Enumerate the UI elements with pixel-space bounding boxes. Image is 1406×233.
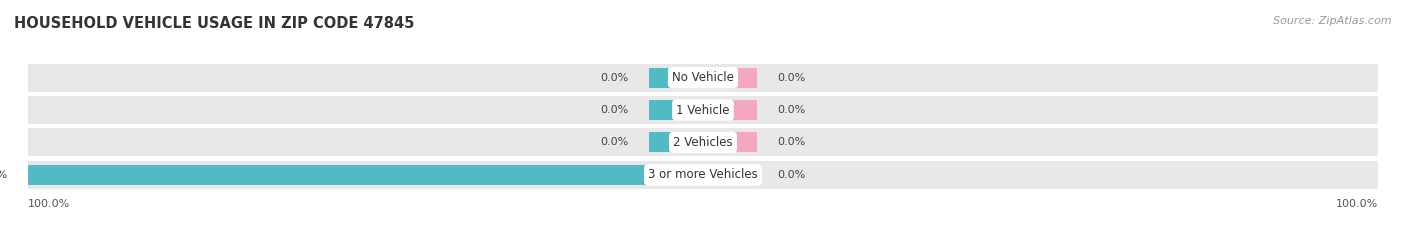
Text: 100.0%: 100.0% bbox=[0, 170, 8, 180]
Text: 1 Vehicle: 1 Vehicle bbox=[676, 103, 730, 116]
Bar bbox=[703, 100, 756, 120]
Bar bbox=[650, 132, 703, 152]
Bar bbox=[28, 128, 1378, 156]
Bar bbox=[28, 165, 703, 185]
Bar bbox=[703, 132, 756, 152]
Text: 100.0%: 100.0% bbox=[1336, 199, 1378, 209]
Bar bbox=[703, 165, 756, 185]
Text: 0.0%: 0.0% bbox=[778, 170, 806, 180]
Text: 0.0%: 0.0% bbox=[600, 105, 628, 115]
Text: No Vehicle: No Vehicle bbox=[672, 71, 734, 84]
Text: 2 Vehicles: 2 Vehicles bbox=[673, 136, 733, 149]
Bar bbox=[28, 64, 1378, 92]
Bar bbox=[703, 68, 756, 88]
Bar bbox=[650, 68, 703, 88]
Bar bbox=[28, 96, 1378, 124]
Text: 3 or more Vehicles: 3 or more Vehicles bbox=[648, 168, 758, 181]
Text: 0.0%: 0.0% bbox=[778, 73, 806, 83]
Bar bbox=[650, 100, 703, 120]
Text: 0.0%: 0.0% bbox=[778, 137, 806, 147]
Text: 100.0%: 100.0% bbox=[28, 199, 70, 209]
Text: 0.0%: 0.0% bbox=[778, 105, 806, 115]
Text: Source: ZipAtlas.com: Source: ZipAtlas.com bbox=[1274, 16, 1392, 26]
Bar bbox=[28, 161, 1378, 189]
Text: 0.0%: 0.0% bbox=[600, 73, 628, 83]
Text: HOUSEHOLD VEHICLE USAGE IN ZIP CODE 47845: HOUSEHOLD VEHICLE USAGE IN ZIP CODE 4784… bbox=[14, 16, 415, 31]
Text: 0.0%: 0.0% bbox=[600, 137, 628, 147]
